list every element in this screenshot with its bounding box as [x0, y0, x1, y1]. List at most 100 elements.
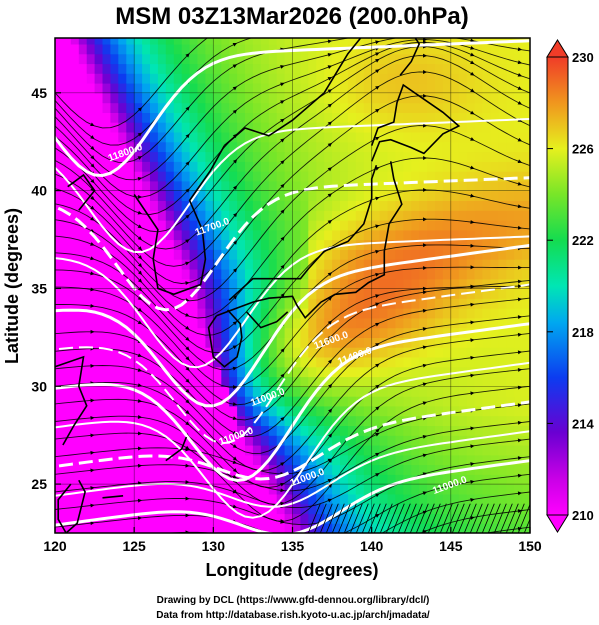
- field-cell: [340, 83, 349, 94]
- field-cell: [55, 317, 64, 329]
- field-cell: [165, 278, 175, 290]
- field-cell: [458, 308, 468, 319]
- field-cell: [332, 396, 341, 407]
- stream-arrowhead: [327, 193, 333, 198]
- field-cell: [197, 308, 206, 319]
- field-cell: [118, 239, 127, 250]
- field-cell: [245, 190, 254, 201]
- field-cell: [55, 249, 64, 260]
- field-cell: [514, 73, 523, 84]
- field-cell: [442, 327, 452, 338]
- field-cell: [403, 63, 412, 74]
- field-cell: [118, 73, 127, 84]
- field-cell: [498, 356, 507, 368]
- field-cell: [316, 73, 325, 84]
- field-cell: [387, 73, 396, 84]
- field-cell: [157, 220, 167, 231]
- field-cell: [435, 249, 444, 260]
- field-cell: [324, 220, 333, 231]
- field-cell: [340, 435, 349, 446]
- stream-arrowhead: [232, 109, 238, 114]
- field-cell: [474, 327, 484, 338]
- field-cell: [165, 161, 175, 172]
- field-cell: [245, 83, 254, 94]
- field-cell: [126, 503, 135, 515]
- field-cell: [466, 151, 476, 162]
- field-cell: [260, 151, 270, 162]
- field-cell: [482, 63, 491, 74]
- field-cell: [427, 386, 436, 397]
- field-cell: [300, 171, 309, 182]
- stream-arrowhead: [470, 391, 475, 396]
- field-cell: [466, 396, 476, 407]
- hatch-line: [409, 503, 423, 533]
- field-cell: [482, 405, 491, 417]
- stream-arrowhead: [517, 60, 523, 65]
- field-cell: [284, 454, 294, 466]
- field-cell: [110, 83, 119, 94]
- hatch-line: [379, 503, 393, 533]
- field-cell: [237, 356, 246, 368]
- field-cell: [102, 102, 111, 113]
- field-cell: [442, 337, 452, 348]
- stream-arrowhead: [232, 444, 238, 448]
- field-cell: [379, 454, 389, 466]
- field-cell: [62, 493, 72, 505]
- field-cell: [173, 366, 183, 378]
- field-cell: [450, 239, 460, 250]
- field-cell: [70, 180, 80, 192]
- field-cell: [379, 161, 389, 172]
- field-cell: [435, 415, 444, 426]
- colorbar-tick-label: 230: [572, 50, 594, 65]
- field-cell: [474, 200, 484, 211]
- field-cell: [482, 171, 491, 182]
- field-cell: [292, 493, 301, 505]
- field-cell: [134, 112, 143, 123]
- field-cell: [284, 171, 294, 182]
- field-cell: [466, 425, 476, 436]
- stream-arrowhead: [327, 39, 333, 44]
- field-cell: [229, 268, 238, 280]
- field-cell: [371, 435, 381, 446]
- field-cell: [221, 112, 230, 123]
- field-cell: [371, 102, 381, 113]
- stream-arrowhead: [185, 366, 190, 371]
- field-cell: [332, 464, 341, 475]
- field-cell: [165, 503, 175, 515]
- field-cell: [355, 415, 365, 426]
- field-cell: [245, 386, 254, 397]
- field-cell: [189, 464, 199, 475]
- stream-arrowhead: [90, 122, 95, 127]
- field-cell: [450, 376, 460, 387]
- field-cell: [498, 151, 507, 162]
- field-cell: [165, 229, 175, 241]
- field-cell: [189, 356, 199, 368]
- hatch-line: [529, 532, 530, 533]
- field-cell: [252, 171, 262, 182]
- field-cell: [55, 83, 64, 94]
- field-cell: [419, 523, 428, 533]
- field-cell: [55, 435, 64, 446]
- field-cell: [213, 200, 222, 211]
- field-cell: [181, 288, 191, 299]
- field-cell: [379, 83, 389, 94]
- x-tick-label: 125: [122, 538, 146, 554]
- field-cell: [276, 523, 286, 533]
- field-cell: [498, 73, 507, 84]
- field-cell: [221, 73, 230, 84]
- field-cell: [316, 523, 325, 533]
- hatch-line: [511, 503, 525, 533]
- field-cell: [62, 171, 72, 182]
- x-axis-ticks: 120 125 130 135 140 145 150: [43, 527, 542, 554]
- field-cell: [498, 53, 507, 65]
- field-cell: [181, 425, 191, 436]
- field-cell: [260, 63, 270, 74]
- field-cell: [205, 474, 214, 485]
- field-cell: [395, 53, 404, 65]
- field-cell: [62, 445, 72, 456]
- field-cell: [157, 151, 167, 162]
- field-cell: [157, 454, 167, 466]
- field-cell: [245, 63, 254, 74]
- coastline: [67, 173, 96, 211]
